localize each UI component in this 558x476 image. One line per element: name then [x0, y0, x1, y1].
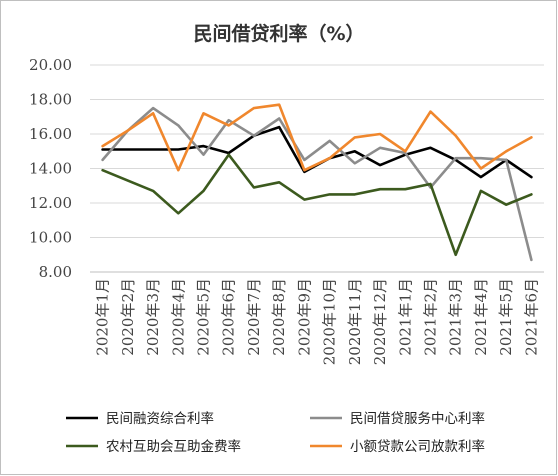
x-tick-label: 2021年2月 [422, 278, 440, 356]
y-axis-ticks: 8.00 10.00 12.00 14.00 16.00 18.00 20.00 [29, 56, 72, 281]
x-tick-label: 2020年3月 [144, 278, 162, 356]
x-tick-label: 2020年7月 [245, 278, 263, 356]
x-tick-label: 2021年1月 [396, 278, 414, 356]
x-tick-label: 2020年9月 [295, 278, 313, 356]
x-tick-label: 2020年10月 [321, 278, 339, 365]
y-tick-label: 8.00 [39, 263, 72, 281]
y-tick-label: 14.00 [29, 160, 72, 178]
series-line-2 [101, 106, 533, 262]
x-tick-label: 2020年11月 [346, 278, 364, 365]
x-tick-label: 2020年6月 [220, 278, 238, 356]
legend-label: 民间融资综合利率 [106, 410, 214, 427]
x-tick-label: 2020年2月 [119, 278, 137, 356]
chart-title: 民间借贷利率（%） [193, 22, 364, 45]
x-tick-label: 2021年3月 [447, 278, 465, 356]
x-tick-label: 2020年4月 [169, 278, 187, 356]
legend-label: 农村互助会互助金费率 [106, 438, 241, 455]
series-line-3 [101, 153, 533, 257]
x-tick-label: 2021年6月 [522, 278, 540, 356]
x-tick-label: 2020年1月 [94, 278, 112, 356]
x-tick-label: 2021年4月 [472, 278, 490, 356]
y-tick-label: 16.00 [29, 125, 72, 143]
gridlines [90, 64, 544, 273]
y-tick-label: 20.00 [29, 56, 72, 74]
y-tick-label: 12.00 [29, 194, 72, 212]
legend-label: 小额贷款公司放款利率 [350, 438, 485, 455]
x-tick-label: 2020年12月 [371, 278, 389, 365]
series-line-4 [101, 103, 533, 172]
x-tick-label: 2020年8月 [270, 278, 288, 356]
legend-label: 民间借贷服务中心利率 [350, 410, 485, 427]
series-lines [101, 103, 533, 262]
x-tick-label: 2020年5月 [195, 278, 213, 356]
y-tick-label: 18.00 [29, 91, 72, 109]
x-tick-label: 2021年5月 [497, 278, 515, 356]
x-axis-ticks: 2020年1月 2020年2月 2020年3月 2020年4月 2020年5月 2020年… [94, 278, 541, 365]
y-tick-label: 10.00 [29, 229, 72, 247]
